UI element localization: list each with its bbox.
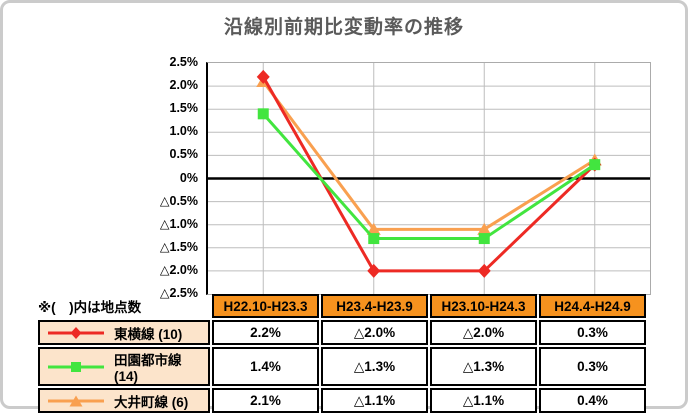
square-marker-icon (478, 233, 490, 245)
table-col-header: H22.10-H23.3 (212, 294, 319, 318)
legend-entry: 大井町線 (6) (46, 391, 208, 411)
table-row: 東横線 (10) 2.2% △2.0% △2.0% 0.3% (38, 320, 646, 345)
legend-cell: 田園都市線 (14) (38, 347, 210, 386)
value-cell: △1.3% (430, 347, 537, 386)
value-cell: 2.1% (212, 388, 319, 413)
legend-entry: 東横線 (10) (46, 323, 208, 343)
y-tick-label: 0% (179, 170, 198, 185)
data-table: ※( )内は地点数 H22.10-H23.3 H23.4-H23.9 H23.10-H… (36, 292, 648, 415)
y-tick-label: 2.0% (169, 78, 199, 93)
value-cell: 2.2% (212, 320, 319, 345)
series-line (262, 80, 596, 231)
diamond-marker-icon (477, 263, 491, 278)
y-tick-label: △0.5% (159, 193, 198, 208)
series-label: 大井町線 (6) (114, 394, 189, 410)
table-header-row: ※( )内は地点数 H22.10-H23.3 H23.4-H23.9 H23.10-H… (38, 294, 646, 318)
y-tick-label: 1.0% (169, 124, 199, 139)
value-cell: △1.1% (430, 388, 537, 413)
value-cell: △1.1% (321, 388, 428, 413)
series-label: 田園都市線 (14) (114, 353, 182, 384)
table-row: 大井町線 (6) 2.1% △1.1% △1.1% 0.4% (38, 388, 646, 413)
y-tick-label: △2.5% (159, 286, 198, 300)
y-tick-label: 0.5% (169, 147, 199, 162)
legend-cell: 大井町線 (6) (38, 388, 210, 413)
y-tick-label: 2.5% (169, 55, 199, 69)
series-line (262, 112, 596, 241)
value-cell: 0.3% (539, 347, 646, 386)
series-line (261, 76, 596, 273)
square-marker-icon (257, 108, 269, 120)
triangle-legend-icon (48, 395, 104, 406)
value-cell: 1.4% (212, 347, 319, 386)
table-col-header: H23.10-H24.3 (430, 294, 537, 318)
legend-cell: 東横線 (10) (38, 320, 210, 345)
triangle-marker-icon (366, 222, 381, 235)
y-tick-label: 1.5% (169, 101, 199, 116)
value-cell: 0.4% (539, 388, 646, 413)
diamond-legend-icon (48, 326, 104, 339)
square-marker-icon (368, 233, 380, 245)
points-note: ※( )内は地点数 (38, 300, 142, 315)
square-marker-icon (589, 159, 601, 171)
y-tick-label: △2.0% (159, 262, 198, 277)
triangle-marker-icon (477, 222, 492, 235)
line-chart (208, 63, 650, 294)
table-col-header: H23.4-H23.9 (321, 294, 428, 318)
table-col-header: H24.4-H24.9 (539, 294, 646, 318)
diamond-marker-icon (367, 263, 381, 278)
table-row: 田園都市線 (14) 1.4% △1.3% △1.3% 0.3% (38, 347, 646, 386)
plot-area (206, 62, 651, 295)
value-cell: 0.3% (539, 320, 646, 345)
diamond-marker-icon (256, 69, 270, 84)
value-cell: △2.0% (321, 320, 428, 345)
square-legend-icon (48, 361, 104, 372)
chart-title: 沿線別前期比変動率の推移 (223, 17, 464, 38)
legend-entry: 田園都市線 (14) (46, 349, 208, 384)
value-cell: △2.0% (430, 320, 537, 345)
value-cell: △1.3% (321, 347, 428, 386)
series-label: 東横線 (10) (114, 326, 183, 342)
y-tick-label: △1.5% (159, 239, 198, 254)
y-tick-label: △1.0% (159, 216, 198, 231)
